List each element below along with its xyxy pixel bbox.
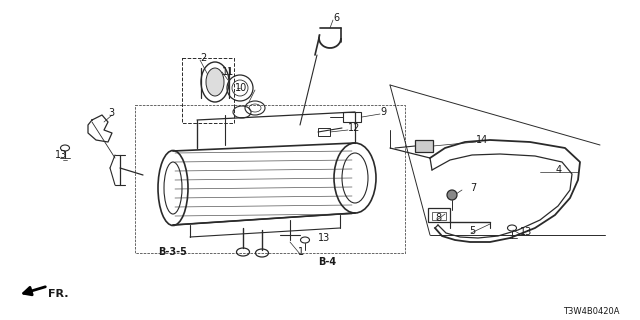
Bar <box>415 140 433 152</box>
Text: 4: 4 <box>556 165 562 175</box>
Text: 6: 6 <box>333 13 339 23</box>
Text: 13: 13 <box>520 227 532 237</box>
Text: B-3-5: B-3-5 <box>158 247 187 257</box>
Text: 11: 11 <box>222 67 234 77</box>
Bar <box>135 105 405 253</box>
Text: 14: 14 <box>476 135 488 145</box>
Bar <box>432 212 446 220</box>
Bar <box>428 208 450 222</box>
Text: 7: 7 <box>470 183 476 193</box>
Text: T3W4B0420A: T3W4B0420A <box>563 307 620 316</box>
Text: FR.: FR. <box>48 289 68 299</box>
Text: 2: 2 <box>200 53 206 63</box>
Text: 5: 5 <box>469 226 476 236</box>
Bar <box>343 112 361 122</box>
Text: 10: 10 <box>235 83 247 93</box>
Text: 3: 3 <box>108 108 114 118</box>
Ellipse shape <box>206 68 224 96</box>
Text: 13: 13 <box>55 150 67 160</box>
Text: 13: 13 <box>318 233 330 243</box>
Ellipse shape <box>447 190 457 200</box>
Text: 8: 8 <box>435 213 441 223</box>
Text: 1: 1 <box>298 247 304 257</box>
Bar <box>318 128 330 136</box>
Text: B-4: B-4 <box>318 257 336 267</box>
Text: 12: 12 <box>348 123 360 133</box>
Text: 9: 9 <box>380 107 386 117</box>
Bar <box>182 58 234 123</box>
